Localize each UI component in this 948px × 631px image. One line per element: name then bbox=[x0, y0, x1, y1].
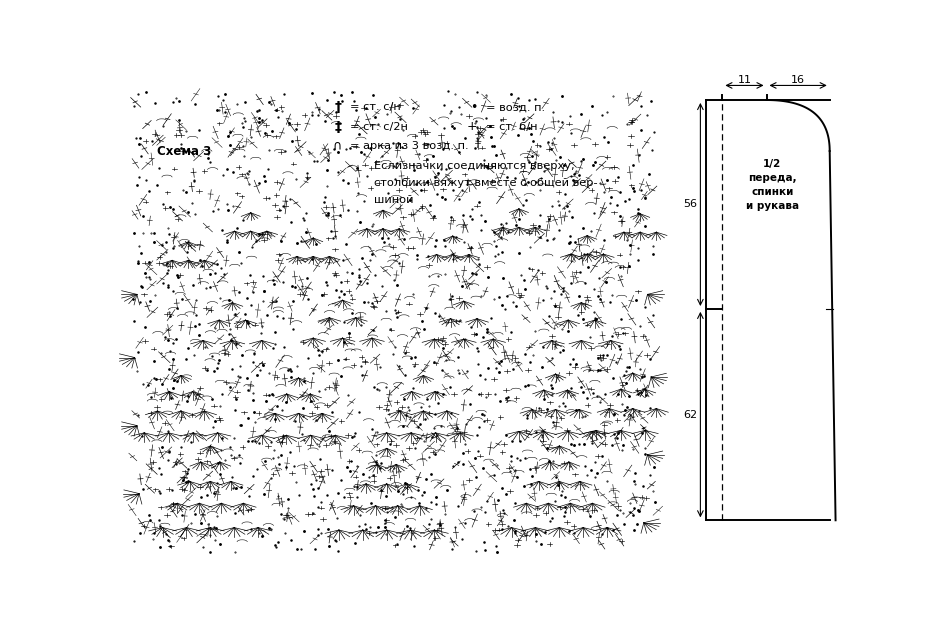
Text: Схема 3: Схема 3 bbox=[156, 144, 211, 158]
Text: 16: 16 bbox=[791, 74, 805, 85]
Text: = возд. п.: = возд. п. bbox=[485, 102, 545, 112]
Text: шиной: шиной bbox=[374, 194, 413, 204]
Text: = ст. б/н: = ст. б/н bbox=[485, 122, 538, 132]
Text: 62: 62 bbox=[684, 410, 697, 420]
Text: 11: 11 bbox=[738, 74, 752, 85]
Text: столбики вяжут вместе с общей вер-: столбики вяжут вместе с общей вер- bbox=[374, 177, 598, 187]
Text: ∩: ∩ bbox=[332, 139, 341, 153]
Text: = ст. с/2н: = ст. с/2н bbox=[350, 122, 408, 132]
Text: ‡: ‡ bbox=[335, 120, 341, 134]
Text: 56: 56 bbox=[684, 199, 697, 209]
Text: = арка из 3 возд. п.: = арка из 3 возд. п. bbox=[350, 141, 468, 151]
Text: Еслизначки соединяются вверху,: Еслизначки соединяются вверху, bbox=[374, 161, 574, 170]
Text: = ст. с/н: = ст. с/н bbox=[350, 102, 401, 112]
Text: •: • bbox=[469, 101, 477, 114]
Text: †: † bbox=[335, 100, 341, 114]
Text: 1/2
переда,
спинки
и рукава: 1/2 переда, спинки и рукава bbox=[746, 159, 799, 211]
Text: +: + bbox=[466, 121, 477, 133]
